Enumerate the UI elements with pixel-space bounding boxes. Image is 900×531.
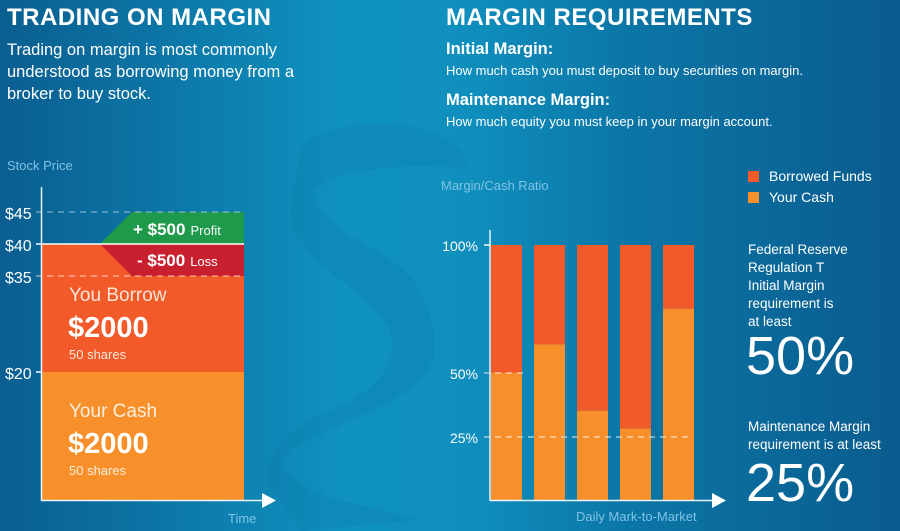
bar-borrowed-1 (491, 245, 522, 373)
reg-t-line: Initial Margin (748, 278, 825, 293)
left-x-axis-arrow-icon (262, 493, 276, 508)
loss-amount: - $500 Loss (137, 251, 218, 270)
right-y-axis-label: Margin/Cash Ratio (441, 178, 549, 193)
maintenance-margin-heading: Maintenance Margin: (446, 91, 611, 109)
maintenance-margin-text: How much equity you must keep in your ma… (446, 114, 773, 129)
reg-t-line: Federal Reserve (748, 242, 848, 257)
legend-item-borrowed: Borrowed Funds (748, 168, 872, 184)
tick-label-100: 100% (442, 238, 478, 254)
legend-label-borrowed: Borrowed Funds (769, 168, 872, 184)
bar-cash-1 (491, 372, 522, 500)
profit-word: Profit (190, 223, 221, 238)
legend-label-cash: Your Cash (769, 189, 834, 205)
cash-amount: $2000 (68, 428, 149, 460)
maintenance-note: Maintenance Margin requirement is at lea… (748, 418, 881, 454)
left-intro-text: Trading on margin is most commonly under… (7, 41, 295, 103)
reg-t-line: requirement is (748, 296, 834, 311)
tick-label-20: $20 (5, 366, 32, 383)
reg-t-note: Federal Reserve Regulation T Initial Mar… (748, 241, 848, 331)
bar-cash-3 (577, 410, 608, 500)
bar-borrowed-4 (620, 245, 651, 429)
profit-amount: + $500 Profit (133, 220, 221, 239)
tick-label-35: $35 (5, 270, 32, 287)
bar-cash-2 (534, 344, 565, 500)
right-x-axis-label: Daily Mark-to-Market (576, 509, 697, 524)
right-title: MARGIN REQUIREMENTS (446, 4, 753, 31)
tick-label-45: $45 (5, 206, 32, 223)
bar-borrowed-3 (577, 245, 608, 411)
reg-t-line: at least (748, 314, 792, 329)
reg-t-value: 50% (746, 326, 855, 386)
initial-margin-text: How much cash you must deposit to buy se… (446, 63, 803, 78)
bar-cash-4 (620, 428, 651, 500)
legend-item-cash: Your Cash (748, 189, 834, 205)
maint-value: 25% (746, 453, 855, 513)
bar-cash-5 (663, 308, 694, 500)
legend-swatch-borrowed (748, 170, 759, 182)
loss-word: Loss (190, 254, 218, 269)
profit-region (100, 212, 244, 244)
bar-borrowed-5 (663, 245, 694, 309)
tick-label-40: $40 (5, 238, 32, 255)
tick-label-50: 50% (450, 366, 478, 382)
initial-margin-heading: Initial Margin: (446, 40, 554, 58)
left-x-axis-label: Time (228, 511, 257, 526)
borrow-shares: 50 shares (69, 347, 127, 362)
borrow-amount: $2000 (68, 312, 149, 344)
maint-line: Maintenance Margin (748, 419, 871, 434)
reg-t-line: Regulation T (748, 260, 825, 275)
tick-label-25: 25% (450, 430, 478, 446)
cash-shares: 50 shares (69, 463, 127, 478)
maint-line: requirement is at least (748, 437, 881, 452)
loss-region (100, 244, 244, 276)
left-y-axis-label: Stock Price (7, 158, 73, 173)
right-x-axis-arrow-icon (712, 493, 726, 508)
legend-swatch-cash (748, 191, 759, 203)
bar-borrowed-2 (534, 245, 565, 345)
borrow-title: You Borrow (69, 285, 167, 306)
cash-block (42, 372, 244, 500)
cash-title: Your Cash (69, 401, 157, 422)
left-title: TRADING ON MARGIN (7, 4, 272, 31)
